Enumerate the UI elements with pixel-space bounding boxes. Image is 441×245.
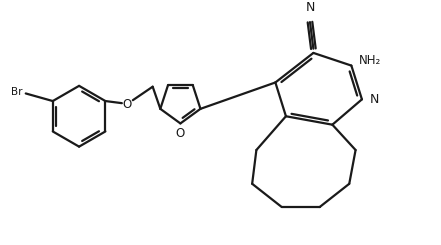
Text: NH₂: NH₂ [359,54,381,67]
Text: O: O [123,98,132,111]
Text: N: N [370,93,379,106]
Text: N: N [305,1,315,14]
Text: Br: Br [11,87,22,97]
Text: O: O [176,127,185,140]
